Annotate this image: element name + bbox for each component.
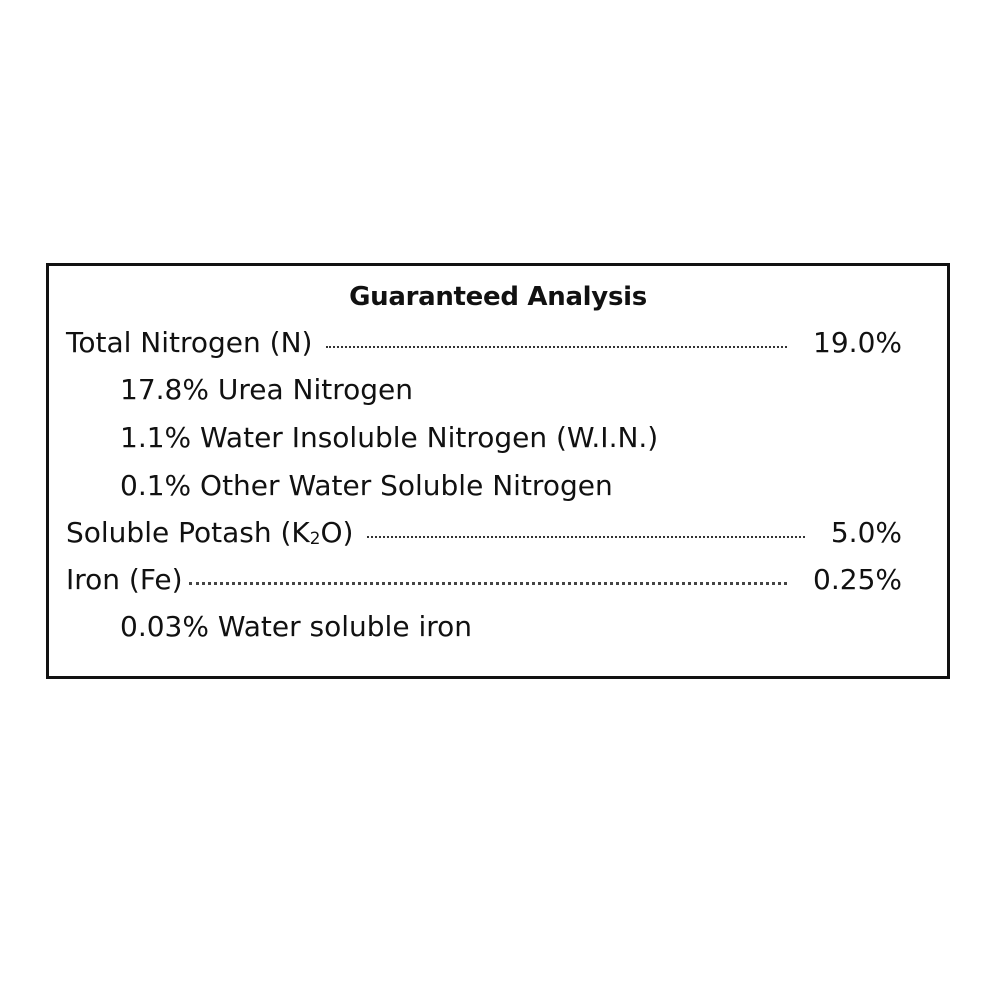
- analysis-row-iron: Iron (Fe) 0.25%: [66, 563, 902, 599]
- row-label: 17.8% Urea Nitrogen: [120, 373, 414, 406]
- row-label-suffix: O): [320, 516, 354, 549]
- row-label: Soluble Potash (K2O): [66, 516, 353, 549]
- row-value: 19.0%: [813, 326, 902, 359]
- row-label: Iron (Fe): [66, 563, 183, 596]
- analysis-row-water-soluble-iron: 0.03% Water soluble iron: [120, 610, 902, 646]
- analysis-row-urea-nitrogen: 17.8% Urea Nitrogen: [120, 373, 902, 409]
- row-label-subscript: 2: [309, 527, 321, 548]
- dot-leader: [367, 536, 805, 538]
- row-label: 0.1% Other Water Soluble Nitrogen: [120, 469, 613, 502]
- analysis-title: Guaranteed Analysis: [349, 282, 647, 312]
- row-value: 0.25%: [813, 563, 902, 596]
- analysis-row-other-soluble-nitrogen: 0.1% Other Water Soluble Nitrogen: [120, 469, 902, 505]
- row-label: 0.03% Water soluble iron: [120, 610, 472, 643]
- row-label: 1.1% Water Insoluble Nitrogen (W.I.N.): [120, 421, 659, 454]
- dot-leader: [188, 582, 788, 585]
- row-label: Total Nitrogen (N): [66, 326, 313, 359]
- analysis-row-total-nitrogen: Total Nitrogen (N) 19.0%: [66, 326, 902, 362]
- dot-leader: [326, 346, 788, 348]
- guaranteed-analysis-box: Guaranteed Analysis Total Nitrogen (N) 1…: [46, 263, 950, 679]
- analysis-row-soluble-potash: Soluble Potash (K2O) 5.0%: [66, 516, 902, 552]
- row-value: 5.0%: [830, 516, 902, 549]
- row-label-prefix: Soluble Potash (K: [66, 516, 310, 549]
- analysis-row-water-insoluble-nitrogen: 1.1% Water Insoluble Nitrogen (W.I.N.): [120, 421, 902, 457]
